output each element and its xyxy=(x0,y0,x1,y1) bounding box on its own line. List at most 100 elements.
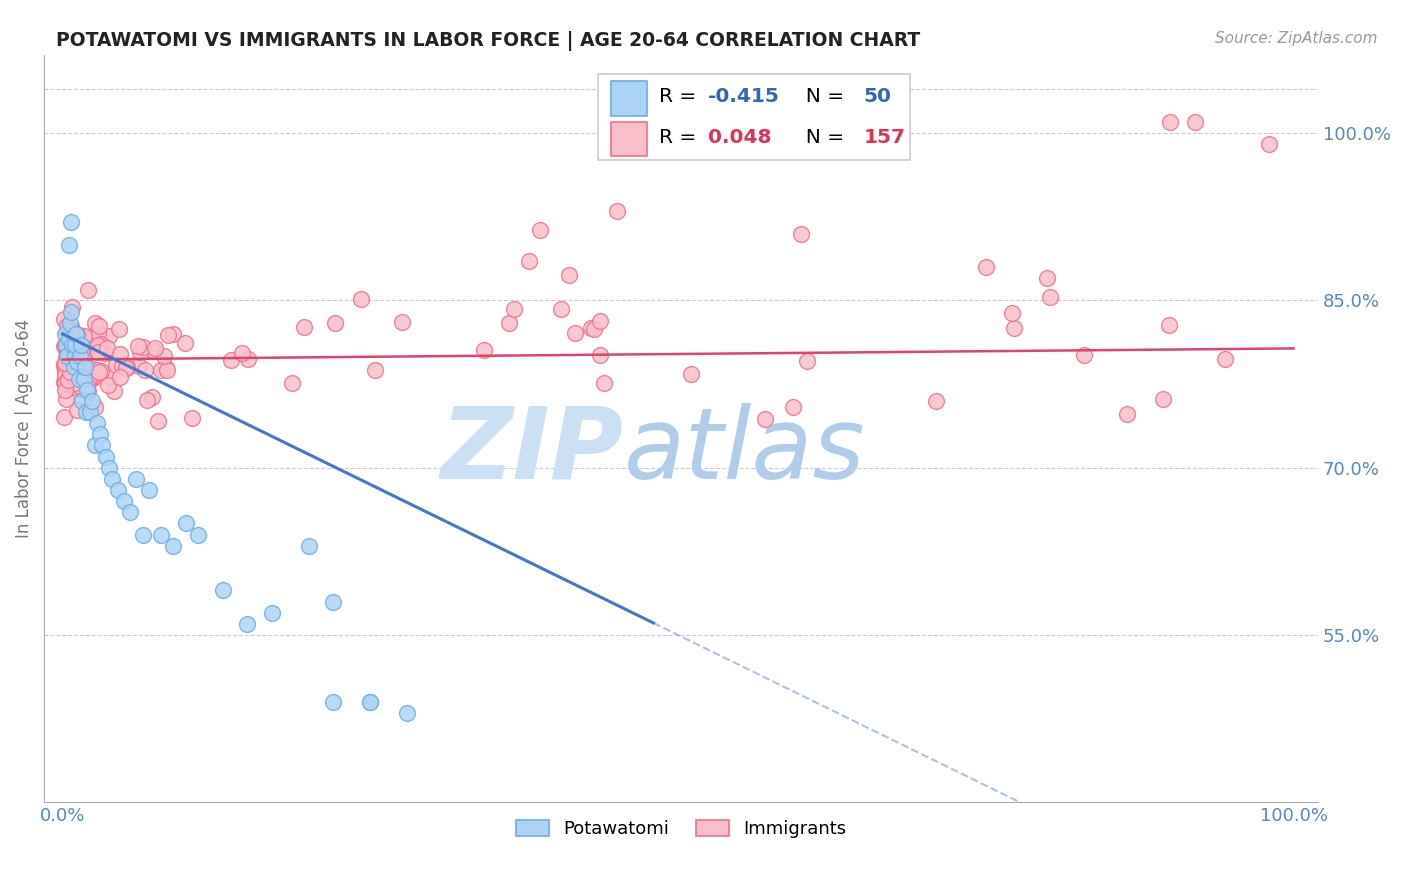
Point xyxy=(60,215,83,229)
Point xyxy=(59,356,82,370)
Text: 50: 50 xyxy=(863,87,891,106)
Point xyxy=(174,516,197,531)
Point xyxy=(82,370,104,384)
Point xyxy=(63,349,86,363)
Point xyxy=(115,360,138,375)
Point xyxy=(91,438,114,452)
Point xyxy=(59,353,82,368)
Point xyxy=(60,318,83,333)
Point xyxy=(87,338,110,352)
Point xyxy=(94,345,117,359)
Point xyxy=(108,321,131,335)
Point xyxy=(107,483,129,497)
Point xyxy=(60,339,83,353)
Legend: Potawatomi, Immigrants: Potawatomi, Immigrants xyxy=(509,813,853,846)
Point xyxy=(62,360,84,375)
Point xyxy=(1159,318,1181,332)
Point xyxy=(236,352,259,367)
Point xyxy=(97,369,120,384)
Point xyxy=(53,326,76,341)
Point xyxy=(76,383,98,397)
Point xyxy=(1159,115,1181,129)
Point xyxy=(98,460,121,475)
FancyBboxPatch shape xyxy=(599,74,911,160)
Point xyxy=(60,326,83,341)
Point xyxy=(87,365,110,379)
Point xyxy=(53,370,76,384)
Point xyxy=(52,359,75,373)
Text: atlas: atlas xyxy=(624,402,866,500)
Point xyxy=(925,394,948,409)
Point xyxy=(80,370,103,384)
Point xyxy=(56,324,79,338)
Y-axis label: In Labor Force | Age 20-64: In Labor Force | Age 20-64 xyxy=(15,319,32,538)
Point xyxy=(1002,321,1025,335)
Point xyxy=(60,301,83,315)
Point xyxy=(72,393,94,408)
Point xyxy=(65,376,87,391)
Point xyxy=(605,204,627,219)
Point xyxy=(155,361,177,376)
Point xyxy=(52,410,75,425)
Point xyxy=(134,362,156,376)
Point xyxy=(53,356,76,370)
Point xyxy=(58,328,80,343)
Point xyxy=(73,329,96,343)
Point xyxy=(790,227,813,241)
Point xyxy=(72,373,94,387)
Point xyxy=(472,343,495,358)
Point xyxy=(153,349,176,363)
Point xyxy=(59,316,82,330)
Point xyxy=(86,363,108,377)
Point xyxy=(173,336,195,351)
Point xyxy=(62,338,84,352)
Point xyxy=(83,438,105,452)
Point xyxy=(56,375,79,389)
Point xyxy=(141,390,163,404)
Point xyxy=(89,427,111,442)
Text: -0.415: -0.415 xyxy=(707,87,780,106)
Point xyxy=(65,326,87,341)
Point xyxy=(62,364,84,378)
FancyBboxPatch shape xyxy=(612,121,647,156)
Point xyxy=(79,405,101,419)
Point xyxy=(131,341,153,355)
Point xyxy=(108,370,131,384)
Point xyxy=(58,237,80,252)
Point xyxy=(150,527,173,541)
Point xyxy=(55,376,77,390)
Point xyxy=(67,371,90,385)
Point xyxy=(149,363,172,377)
Point xyxy=(55,338,77,352)
Point xyxy=(53,368,76,382)
Point xyxy=(162,326,184,341)
Point xyxy=(103,384,125,398)
Point xyxy=(187,527,209,541)
Point xyxy=(128,359,150,373)
Point xyxy=(143,341,166,355)
Point xyxy=(70,345,93,359)
Point xyxy=(1115,407,1137,421)
Point xyxy=(125,472,148,486)
Point xyxy=(1036,271,1059,285)
Point xyxy=(564,326,586,340)
Point xyxy=(131,527,153,541)
Point xyxy=(62,364,84,378)
Text: N =: N = xyxy=(793,128,851,146)
Point xyxy=(796,353,818,368)
Point xyxy=(72,347,94,361)
Point xyxy=(52,357,75,371)
Point xyxy=(62,329,84,343)
Point xyxy=(1001,306,1024,320)
Point xyxy=(56,319,79,334)
Point xyxy=(52,312,75,326)
Point xyxy=(156,328,179,343)
Text: 157: 157 xyxy=(863,128,905,146)
Point xyxy=(55,376,77,390)
Point xyxy=(53,364,76,378)
Point xyxy=(59,325,82,339)
Point xyxy=(111,359,134,373)
Point xyxy=(63,363,86,377)
Point xyxy=(63,380,86,394)
Point xyxy=(65,327,87,342)
